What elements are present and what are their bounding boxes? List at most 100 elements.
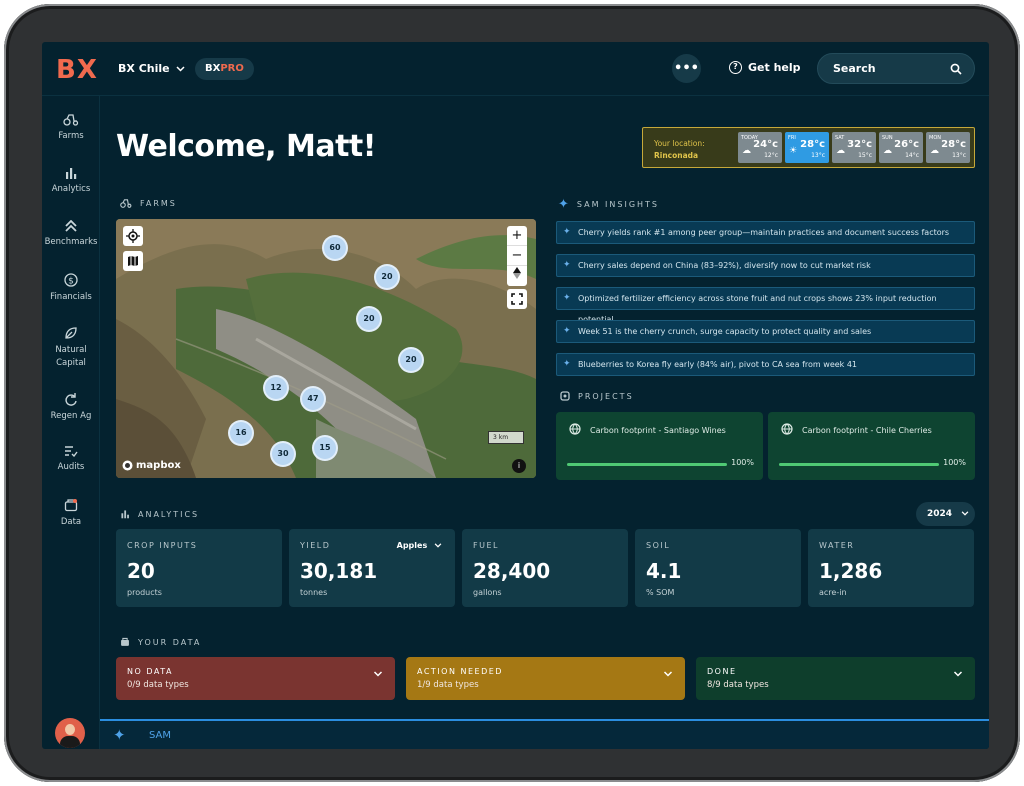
bx-logo[interactable]: BX bbox=[56, 55, 98, 85]
sidebar-item-benchmarks[interactable]: Benchmarks bbox=[42, 220, 100, 249]
sparkle-icon: ✦ bbox=[563, 293, 571, 303]
map-icon bbox=[128, 256, 138, 266]
insight-text: Optimized fertilizer efficiency across s… bbox=[578, 294, 937, 324]
farm-cluster-marker[interactable]: 20 bbox=[374, 264, 400, 290]
sam-assistant-bar[interactable]: ✦ SAM bbox=[100, 719, 989, 749]
weather-day-name: FRI bbox=[788, 135, 796, 141]
sidebar-item-label: Natural Capital bbox=[55, 345, 87, 368]
data-card-no-data[interactable]: NO DATA 0/9 data types bbox=[116, 657, 395, 700]
stat-card-water[interactable]: WATER 1,286 acre-in bbox=[808, 529, 974, 607]
locate-button[interactable] bbox=[123, 226, 143, 246]
data-card-action-needed[interactable]: ACTION NEEDED 1/9 data types bbox=[406, 657, 685, 700]
farm-cluster-marker[interactable]: 16 bbox=[228, 420, 254, 446]
farm-cluster-marker[interactable]: 47 bbox=[300, 386, 326, 412]
weather-low: 14°c bbox=[905, 152, 919, 159]
farm-cluster-marker[interactable]: 15 bbox=[312, 435, 338, 461]
stat-card-crop-inputs[interactable]: CROP INPUTS 20 products bbox=[116, 529, 282, 607]
insight-item[interactable]: ✦ Cherry yields rank #1 among peer group—… bbox=[556, 221, 975, 244]
zoom-in-button[interactable]: + bbox=[507, 226, 527, 246]
fullscreen-button[interactable] bbox=[507, 289, 527, 309]
sidebar-item-regen-ag[interactable]: Regen Ag bbox=[42, 392, 100, 423]
sidebar-item-label: Analytics bbox=[51, 184, 91, 194]
checklist-icon bbox=[65, 446, 78, 457]
stat-card-soil[interactable]: SOIL 4.1 % SOM bbox=[635, 529, 801, 607]
chevron-down-icon bbox=[176, 65, 185, 72]
insight-item[interactable]: ✦ Week 51 is the cherry crunch, surge cap… bbox=[556, 320, 975, 343]
sparkle-icon: ✦ bbox=[558, 197, 569, 212]
stat-label: WATER bbox=[819, 541, 855, 550]
stat-card-yield[interactable]: YIELD Apples 30,181 tonnes bbox=[289, 529, 455, 607]
sidebar-item-label: Regen Ag bbox=[50, 411, 92, 421]
farm-cluster-marker[interactable]: 60 bbox=[322, 235, 348, 261]
chevron-down-icon bbox=[953, 671, 963, 677]
more-options-button[interactable]: ••• bbox=[672, 54, 701, 83]
stat-label: FUEL bbox=[473, 541, 499, 550]
sidebar-item-data[interactable]: Data bbox=[42, 498, 100, 529]
search-input[interactable]: Search bbox=[817, 53, 975, 84]
year-select[interactable]: 2024 bbox=[916, 502, 975, 526]
farm-cluster-marker[interactable]: 30 bbox=[270, 441, 296, 467]
data-card-subtitle: 0/9 data types bbox=[127, 680, 189, 690]
crosshair-icon bbox=[126, 229, 140, 243]
farms-label: FARMS bbox=[140, 199, 177, 208]
insight-item[interactable]: ✦ Cherry sales depend on China (83–92%), … bbox=[556, 254, 975, 277]
project-progress-label: 100% bbox=[731, 458, 754, 467]
org-switcher[interactable]: BX Chile bbox=[118, 62, 185, 75]
your-data-section-label: YOUR DATA bbox=[120, 637, 201, 647]
stat-label: YIELD bbox=[300, 541, 331, 550]
stat-unit: gallons bbox=[473, 588, 502, 597]
farm-map[interactable]: 60 20 20 20 12 47 16 30 15 + − 3 km mapb… bbox=[116, 219, 536, 478]
sidebar-item-natural-capital[interactable]: Natural Capital bbox=[42, 326, 100, 370]
top-bar: BX BX Chile BXPRO ••• ? Get help Search bbox=[42, 42, 989, 96]
insight-item[interactable]: ✦ Optimized fertilizer efficiency across … bbox=[556, 287, 975, 324]
pro-badge: BXPRO bbox=[195, 58, 254, 80]
data-card-subtitle: 1/9 data types bbox=[417, 680, 479, 690]
sidebar-item-label: Audits bbox=[57, 462, 85, 472]
zoom-out-button[interactable]: − bbox=[507, 246, 527, 266]
stat-value: 28,400 bbox=[473, 559, 551, 583]
tablet-frame: BX BX Chile BXPRO ••• ? Get help Search … bbox=[4, 4, 1020, 782]
data-card-title: NO DATA bbox=[127, 667, 173, 676]
search-placeholder: Search bbox=[833, 62, 876, 75]
insight-item[interactable]: ✦ Blueberries to Korea fly early (84% air… bbox=[556, 353, 975, 376]
data-card-done[interactable]: DONE 8/9 data types bbox=[696, 657, 975, 700]
sparkle-icon: ✦ bbox=[563, 326, 571, 336]
stat-label: CROP INPUTS bbox=[127, 541, 198, 550]
weather-high: 28°c bbox=[941, 139, 966, 150]
map-info-button[interactable]: i bbox=[512, 459, 526, 473]
sparkle-icon: ✦ bbox=[113, 726, 126, 744]
farm-cluster-marker[interactable]: 20 bbox=[398, 347, 424, 373]
compass-button[interactable] bbox=[507, 266, 527, 286]
cloud-icon: ☁ bbox=[742, 146, 751, 156]
sparkle-icon: ✦ bbox=[563, 260, 571, 270]
get-help-button[interactable]: ? Get help bbox=[729, 61, 801, 74]
weather-low: 15°c bbox=[858, 152, 872, 159]
sidebar-item-analytics[interactable]: Analytics bbox=[42, 167, 100, 196]
project-card[interactable]: Carbon footprint - Chile Cherries 100% bbox=[768, 412, 975, 480]
sidebar-item-audits[interactable]: Audits bbox=[42, 445, 100, 474]
map-style-button[interactable] bbox=[123, 251, 143, 271]
stat-value: 20 bbox=[127, 559, 155, 583]
weather-day: SAT ☁ 32°c 15°c bbox=[832, 132, 876, 163]
cloud-icon: ☁ bbox=[883, 146, 892, 156]
weather-high: 24°c bbox=[753, 139, 778, 150]
stat-card-fuel[interactable]: FUEL 28,400 gallons bbox=[462, 529, 628, 607]
get-help-label: Get help bbox=[748, 61, 801, 74]
stat-unit: products bbox=[127, 588, 162, 597]
project-progress-bar bbox=[567, 463, 727, 466]
sidebar-item-farms[interactable]: Farms bbox=[42, 114, 100, 143]
location-label: Your location: bbox=[654, 139, 705, 148]
sidebar: Farms Analytics Benchmarks $ Financials … bbox=[42, 96, 100, 749]
farm-cluster-marker[interactable]: 12 bbox=[263, 375, 289, 401]
weather-high: 26°c bbox=[894, 139, 919, 150]
sidebar-item-financials[interactable]: $ Financials bbox=[42, 273, 100, 304]
chevron-down-icon bbox=[373, 671, 383, 677]
farm-cluster-marker[interactable]: 20 bbox=[356, 306, 382, 332]
crop-select[interactable]: Apples bbox=[397, 541, 442, 550]
help-icon: ? bbox=[729, 61, 742, 74]
project-progress-label: 100% bbox=[943, 458, 966, 467]
data-box-icon bbox=[64, 499, 78, 512]
sidebar-item-label: Data bbox=[60, 517, 82, 527]
user-avatar[interactable] bbox=[55, 718, 85, 748]
project-card[interactable]: Carbon footprint - Santiago Wines 100% bbox=[556, 412, 763, 480]
